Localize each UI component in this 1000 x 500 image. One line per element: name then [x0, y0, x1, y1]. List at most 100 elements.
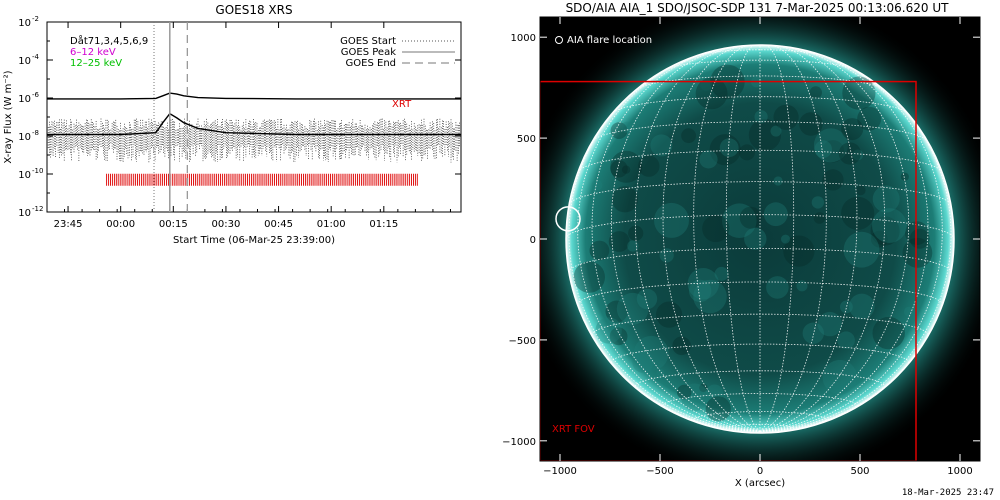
- disk-texture-blob: [905, 221, 929, 246]
- disk-texture-blob: [843, 231, 880, 268]
- longitude-line: [634, 45, 761, 432]
- disk-texture-blob: [610, 160, 628, 178]
- disk-texture-blob: [595, 317, 622, 344]
- disk-texture-blob: [719, 138, 739, 158]
- disk-texture-blob: [822, 359, 858, 395]
- latitude-line: [592, 121, 928, 141]
- disk-texture-blob: [814, 140, 832, 158]
- goes-y-tick-label: 10: [18, 208, 31, 219]
- disk-texture-blob: [628, 225, 644, 241]
- goes-y-tick-exponent: -2: [32, 15, 39, 23]
- goes-series-long: [47, 92, 461, 100]
- goes-x-tick-label: 00:00: [106, 219, 135, 230]
- longitude-line: [759, 57, 943, 432]
- latitude-line: [636, 75, 884, 90]
- disk-texture-blob: [903, 306, 914, 317]
- aia-x-tick-label: 0: [757, 466, 763, 477]
- disk-texture-blob: [748, 118, 782, 152]
- disk-texture-blob: [681, 383, 709, 411]
- xrt-fov-box: [540, 80, 917, 461]
- disk-texture-blob: [821, 140, 845, 163]
- goes-legend-right: GOES Start GOES Peak GOES End: [340, 36, 455, 69]
- longitude-line: [759, 44, 827, 432]
- disk-texture-blob: [802, 322, 824, 344]
- disk-texture-blob: [855, 185, 866, 196]
- goes-legend-left: Dåt71,3,4,5,6,9 6–12 keV 12–25 keV: [70, 34, 148, 69]
- disk-texture-blob: [766, 276, 789, 299]
- disk-texture-blob: [714, 266, 729, 281]
- disk-texture-blob: [781, 234, 790, 244]
- goes-y-tick-label: 10: [18, 56, 31, 67]
- aia-y-axis-ticks: −1000 −500 0 500 1000: [502, 33, 980, 448]
- disk-texture-blob: [695, 77, 728, 110]
- legend-detectors: Dåt71,3,4,5,6,9: [70, 34, 148, 47]
- goes-series-short: [47, 112, 461, 136]
- disk-texture-blob: [799, 112, 823, 136]
- goes-event-lines: [153, 22, 188, 212]
- aia-x-tick-label: −1000: [543, 466, 577, 477]
- aia-chart-title: SDO/AIA AIA_1 SDO/JSOC-SDP 131 7-Mar-202…: [566, 1, 950, 15]
- aia-x-axis-label: X (arcsec): [735, 478, 785, 489]
- goes-y-axis-label: X-ray Flux (W m⁻²): [3, 70, 14, 163]
- disk-texture-blob: [817, 311, 842, 337]
- longitude-line: [759, 45, 858, 432]
- aia-flare-location-circle: [555, 206, 581, 232]
- aia-image-chart: SDO/AIA AIA_1 SDO/JSOC-SDP 131 7-Mar-202…: [502, 1, 981, 489]
- disk-texture-blob: [672, 336, 691, 356]
- disk-texture-blob: [744, 227, 767, 250]
- disk-texture-blob: [770, 125, 782, 137]
- goes-flux-series: [47, 92, 461, 136]
- disk-texture-blob: [773, 176, 783, 186]
- disk-texture-blob: [909, 228, 930, 249]
- longitude-line: [577, 57, 761, 432]
- disk-texture-blob: [872, 185, 900, 213]
- disk-texture-blob: [809, 86, 822, 99]
- footer-date: 18-Mar-2025 23:47: [901, 488, 994, 498]
- aia-x-tick-label: 1000: [947, 466, 972, 477]
- disk-texture-blob: [754, 110, 768, 124]
- disk-texture-blob: [722, 203, 757, 238]
- solar-disk-texture: [573, 64, 933, 422]
- disk-texture-blob: [627, 240, 639, 252]
- disk-texture-blob: [633, 335, 669, 371]
- goes-y-tick-exponent: -6: [32, 91, 40, 99]
- disk-texture-blob: [813, 212, 826, 224]
- disk-texture-blob: [611, 186, 639, 213]
- legend-6-12-kev: 6–12 keV: [70, 47, 116, 58]
- disk-texture-blob: [870, 216, 900, 246]
- legend-goes-start: GOES Start: [340, 36, 396, 47]
- latitude-line: [577, 149, 943, 172]
- aia-y-tick-label: 500: [517, 134, 536, 145]
- disk-texture-blob: [621, 165, 631, 174]
- goes-y-tick-label: 10: [18, 132, 31, 143]
- disk-texture-blob: [610, 122, 628, 139]
- goes-noise-traces: [47, 118, 461, 163]
- disk-texture-blob: [837, 331, 855, 350]
- disk-texture-blob: [589, 240, 610, 261]
- goes-x-tick-label: 23:45: [54, 219, 83, 230]
- disk-texture-blob: [900, 172, 909, 181]
- goes-short-channel-noise: [47, 118, 461, 163]
- longitude-line: [759, 45, 886, 432]
- disk-texture-blob: [591, 179, 603, 191]
- disk-texture-blob: [656, 369, 665, 377]
- goes-chart-title: GOES18 XRS: [215, 3, 292, 17]
- latitude-line: [698, 49, 822, 56]
- disk-texture-blob: [699, 150, 718, 169]
- disk-texture-blob: [605, 300, 628, 323]
- goes-x-tick-label: 01:00: [317, 219, 346, 230]
- longitude-line: [759, 44, 795, 432]
- disk-texture-blob: [573, 261, 605, 293]
- goes-y-tick-exponent: -10: [32, 167, 43, 175]
- disk-texture-blob: [849, 293, 875, 320]
- latitude-line: [612, 96, 908, 114]
- disk-texture-blob: [796, 280, 808, 292]
- disk-texture-blob: [636, 288, 658, 310]
- aia-y-tick-label: −1000: [502, 437, 536, 448]
- goes-y-tick-label: 10: [18, 170, 31, 181]
- goes-x-axis-label: Start Time (06-Mar-25 23:39:00): [173, 235, 335, 246]
- disk-texture-blob: [872, 316, 905, 350]
- disk-texture-blob: [838, 142, 862, 165]
- longitude-line: [568, 84, 761, 432]
